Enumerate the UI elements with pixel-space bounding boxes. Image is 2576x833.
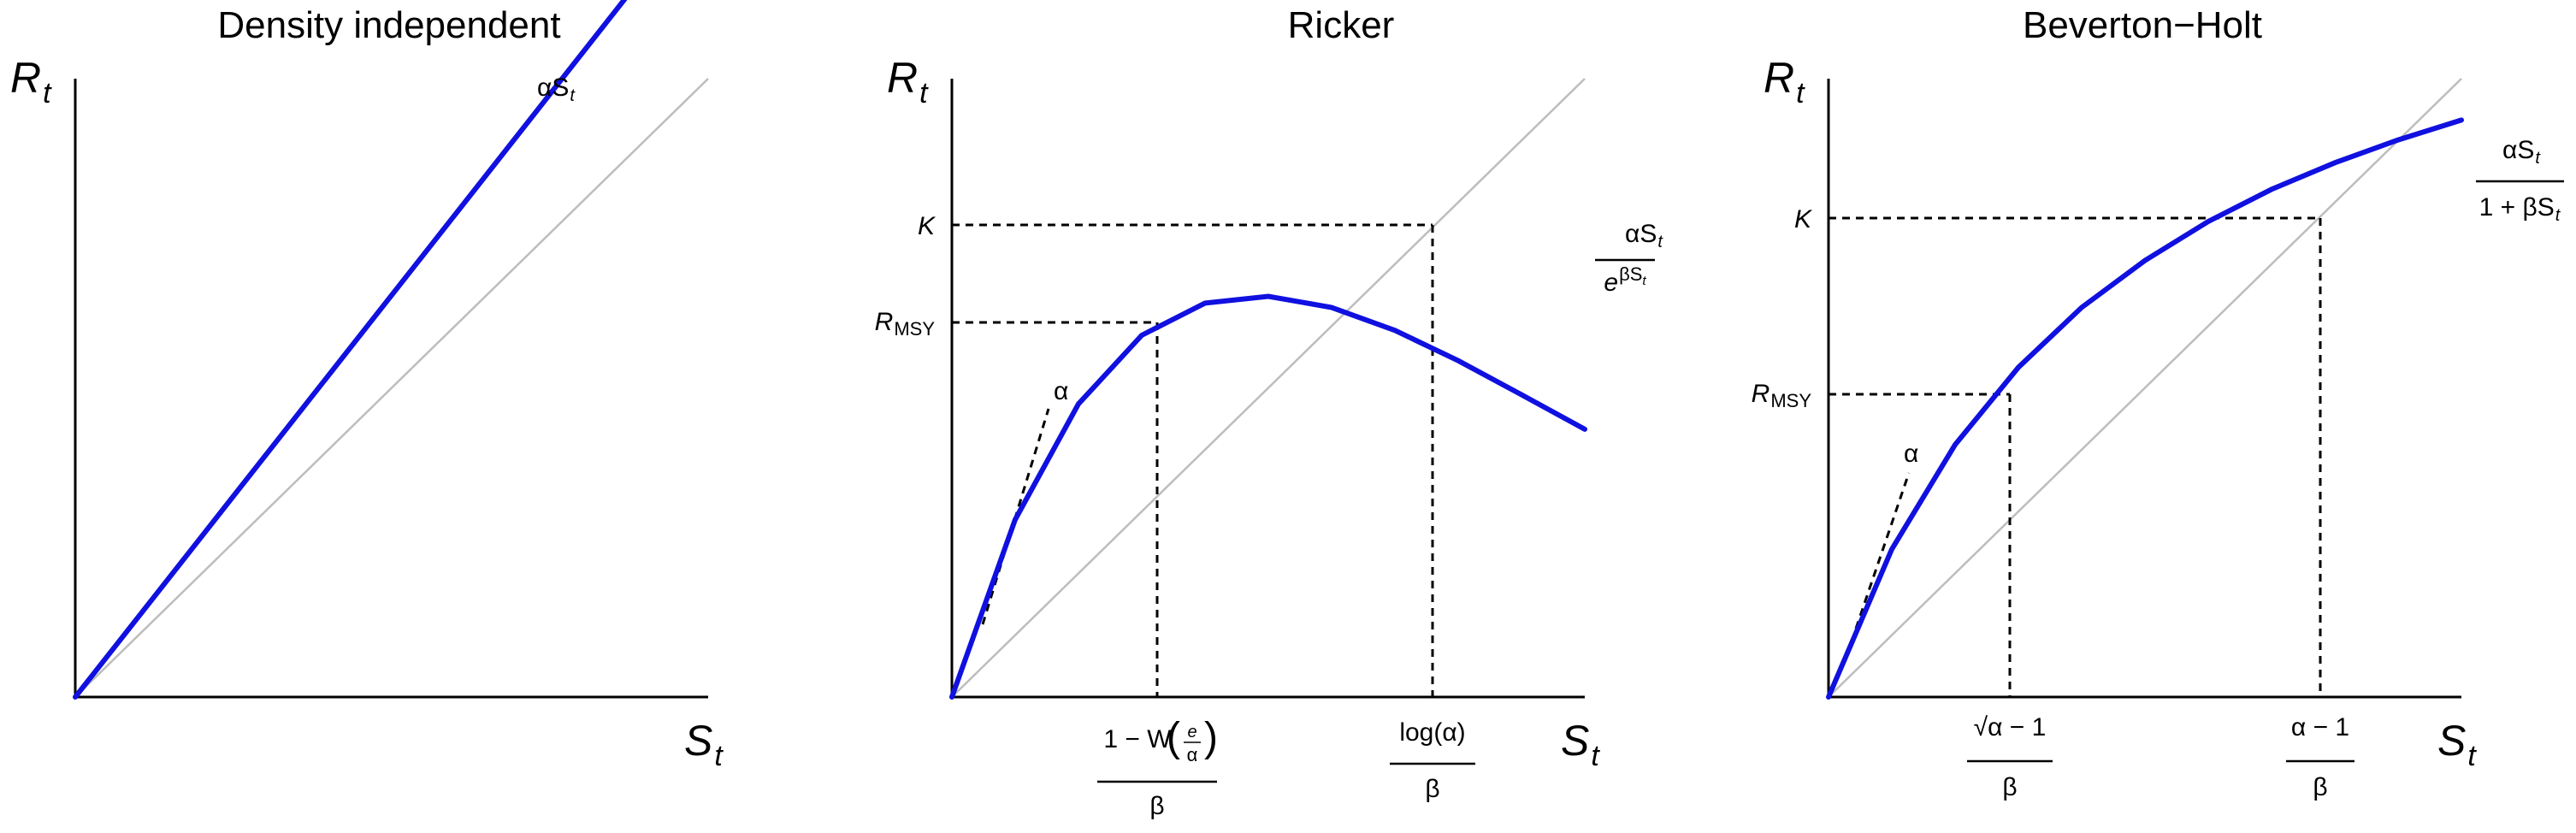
svg-text:(: (	[1167, 715, 1180, 760]
x-axis-label: St	[684, 717, 724, 772]
recruitment-curve	[949, 293, 1587, 700]
svg-text:α − 1: α − 1	[2291, 713, 2349, 741]
svg-text:log(α): log(α)	[1399, 718, 1465, 747]
alpha-label: α	[1054, 377, 1068, 405]
panel-beverton-holt: Beverton−Holt Rt St K RMSY α αSt 1 + βSt…	[1752, 4, 2564, 801]
panel-title: Density independent	[217, 4, 560, 46]
svg-text:β: β	[1149, 792, 1164, 820]
svg-text:β: β	[2002, 773, 2017, 801]
x-axis-label: St	[1561, 717, 1600, 772]
smsy-tick-label: √α − 1 β	[1967, 713, 2053, 801]
svg-text:α: α	[1187, 744, 1198, 765]
rmsy-label: RMSY	[1752, 380, 1812, 411]
curve-label-denominator: 1 + βSt	[2479, 193, 2561, 225]
alpha-slope-line	[1854, 472, 1911, 629]
x-axis-label: St	[2437, 717, 2477, 772]
y-axis-label: Rt	[1764, 54, 1805, 109]
one-to-one-line	[1828, 78, 2462, 698]
svg-text:β: β	[1425, 775, 1439, 803]
panel-title: Beverton−Holt	[2023, 4, 2262, 46]
svg-text:√α − 1: √α − 1	[1974, 713, 2047, 741]
panel-density-independent: Density independent Rt St αSt	[10, 0, 724, 772]
recruitment-curve	[1826, 117, 2464, 700]
svg-text:e: e	[1187, 723, 1196, 741]
recruitment-curve	[73, 0, 628, 700]
curve-label-denominator: eβSt	[1604, 263, 1646, 297]
one-to-one-line	[74, 78, 709, 698]
seq-tick-label: log(α) β	[1390, 718, 1475, 803]
smsy-tick-label: 1 − W ( e α ) β	[1097, 715, 1218, 820]
y-axis-label: Rt	[10, 54, 52, 109]
rmsy-label: RMSY	[875, 308, 936, 340]
one-to-one-line	[951, 78, 1586, 698]
svg-text:β: β	[2313, 773, 2327, 801]
svg-text:1 − W: 1 − W	[1103, 725, 1172, 753]
svg-text:): )	[1204, 715, 1218, 760]
y-axis-label: Rt	[887, 54, 929, 109]
panel-ricker: Ricker Rt St K RMSY α αSt eβSt 1 − W ( e…	[875, 4, 1664, 820]
curve-label-numerator: αSt	[1625, 220, 1663, 251]
seq-tick-label: α − 1 β	[2286, 713, 2354, 801]
k-label: K	[918, 212, 936, 240]
panel-title: Ricker	[1288, 4, 1395, 46]
alpha-label: α	[1904, 440, 1918, 468]
k-label: K	[1794, 205, 1813, 233]
curve-label: αSt	[537, 74, 576, 105]
curve-label-numerator: αSt	[2502, 136, 2541, 168]
